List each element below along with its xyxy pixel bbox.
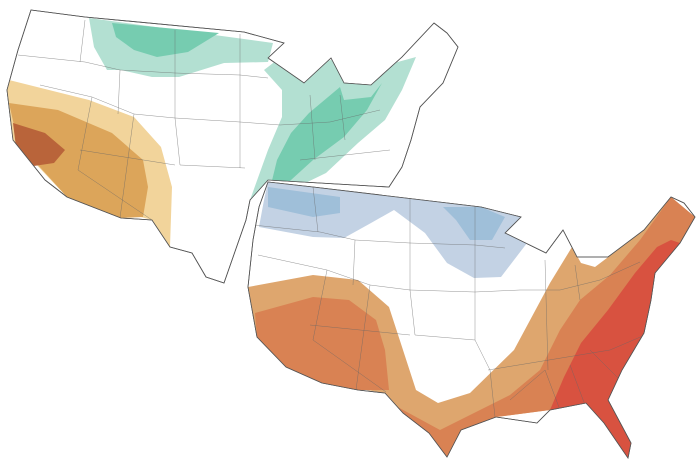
temperature-map [247,181,696,459]
wet-medium-east-region [268,83,382,197]
cold-medium-region-west [268,187,340,217]
cold-medium-region-east [443,207,505,240]
back-state-lines [17,19,391,221]
wet-medium-north-region [112,23,219,57]
front-state-lines [252,186,646,418]
dry-medium-region [9,103,148,218]
warm-medium-region-west [255,297,389,390]
